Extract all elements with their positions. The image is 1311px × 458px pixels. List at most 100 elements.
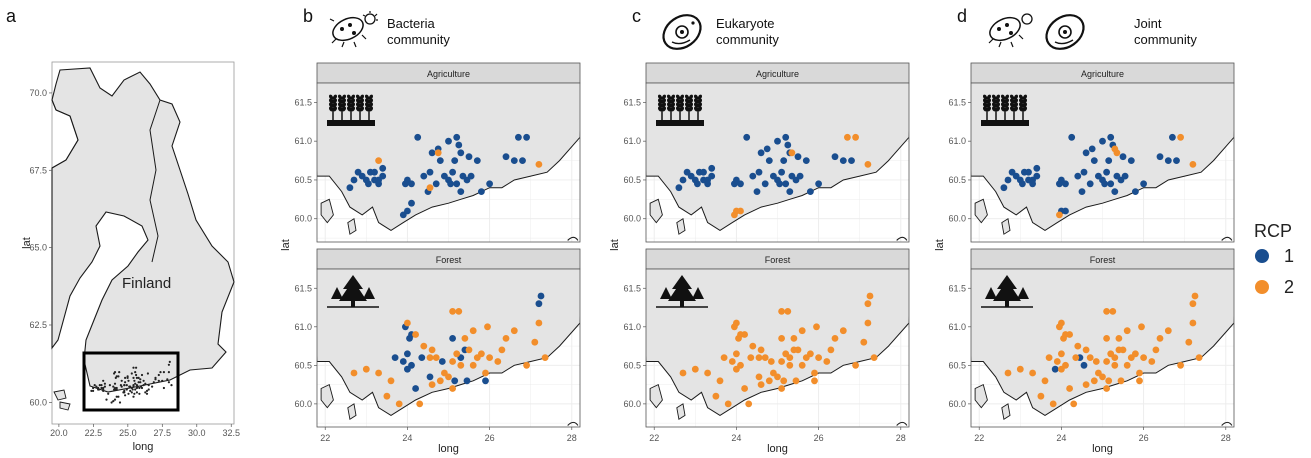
data-point-rcp-1: [463, 377, 471, 385]
data-point-rcp-2: [844, 133, 851, 141]
data-point-rcp-2: [728, 358, 736, 365]
map-sample-point: [135, 391, 138, 394]
data-point-rcp-1: [763, 145, 771, 153]
map-sample-point: [102, 379, 105, 382]
data-point-rcp-2: [1053, 358, 1061, 365]
data-point-rcp-1: [1019, 180, 1026, 188]
map-y-tick-label: 62.5: [29, 320, 47, 330]
data-point-rcp-1: [453, 180, 461, 188]
data-point-rcp-2: [1123, 361, 1131, 369]
map-x-tick-label: 27.5: [154, 428, 172, 438]
y-tick-label: 60.0: [948, 214, 966, 224]
data-point-rcp-1: [408, 180, 415, 188]
data-point-rcp-1: [708, 164, 716, 172]
data-point-rcp-2: [755, 354, 763, 361]
map-sample-point: [142, 384, 145, 387]
map-sample-point: [97, 388, 100, 391]
island-1: [53, 389, 67, 401]
island: [974, 198, 988, 224]
data-point-rcp-2: [478, 350, 485, 358]
y-tick-label: 61.5: [294, 283, 312, 293]
x-tick-label: 22: [649, 433, 659, 443]
data-point-rcp-2: [1029, 369, 1036, 377]
data-point-rcp-2: [749, 342, 757, 350]
data-point-rcp-1: [457, 188, 465, 196]
coastline: [317, 83, 580, 231]
data-point-rcp-1: [743, 133, 751, 141]
data-point-rcp-2: [535, 319, 543, 327]
map-sample-point: [129, 389, 132, 392]
map-sample-point: [103, 385, 106, 388]
map-sample-point: [151, 385, 154, 388]
data-point-rcp-2: [1045, 354, 1053, 361]
data-point-rcp-1: [535, 300, 543, 308]
data-point-rcp-2: [1177, 133, 1184, 141]
data-point-rcp-2: [778, 385, 785, 392]
data-point-rcp-1: [1086, 180, 1094, 188]
data-point-rcp-2: [1086, 354, 1094, 361]
data-point-rcp-1: [1132, 188, 1139, 196]
coast-fragment: [567, 236, 579, 241]
data-point-rcp-2: [852, 133, 859, 141]
data-point-rcp-2: [531, 338, 539, 346]
eukaryote-icon: [662, 14, 702, 50]
data-point-rcp-1: [1051, 365, 1059, 373]
map-sample-point: [120, 379, 123, 382]
data-point-rcp-1: [445, 137, 452, 145]
map-sample-point: [161, 379, 164, 382]
map-x-label: long: [133, 441, 154, 453]
map-sample-point: [146, 372, 149, 375]
map-sample-point: [167, 381, 170, 384]
map-sample-point: [113, 398, 117, 401]
data-point-rcp-2: [1099, 373, 1106, 381]
facet-land: [646, 269, 909, 426]
facet-points: [675, 133, 872, 219]
facet-agriculture: Agriculture 60.0 60.5 61.0 61.5: [294, 62, 581, 243]
map-sample-point: [103, 382, 106, 385]
x-axis-label: long: [1092, 443, 1113, 455]
facet-forest: Forest 60.0 60.5 61.0 61.5: [623, 248, 910, 428]
data-point-rcp-2: [457, 361, 465, 369]
data-point-rcp-1: [784, 141, 792, 149]
data-point-rcp-2: [784, 308, 792, 315]
coastline: [317, 269, 580, 416]
map-sample-point: [166, 378, 169, 381]
map-sample-point: [133, 379, 136, 382]
data-point-rcp-1: [523, 133, 530, 141]
data-point-rcp-1: [436, 157, 444, 165]
data-point-rcp-2: [498, 346, 506, 354]
map-sample-point: [115, 375, 118, 378]
data-point-rcp-2: [1056, 211, 1063, 219]
data-point-rcp-2: [778, 335, 785, 342]
island: [676, 217, 686, 235]
data-point-rcp-2: [1138, 323, 1145, 331]
map-sample-point: [110, 401, 113, 404]
map-sample-point: [113, 382, 117, 385]
island: [974, 383, 988, 409]
data-point-rcp-2: [864, 319, 872, 327]
data-point-rcp-2: [747, 354, 755, 361]
y-tick-label: 60.5: [948, 175, 966, 185]
data-point-rcp-1: [675, 184, 683, 192]
y-tick-label: 61.5: [948, 283, 966, 293]
island: [649, 198, 663, 224]
data-point-rcp-1: [704, 180, 711, 188]
map-sample-point: [115, 386, 118, 390]
data-point-rcp-2: [1090, 377, 1098, 385]
data-point-rcp-2: [798, 361, 806, 369]
map-x-tick-label: 22.5: [85, 428, 103, 438]
map-sample-point: [124, 376, 127, 379]
data-point-rcp-1: [449, 168, 456, 176]
data-point-rcp-2: [724, 400, 732, 408]
data-point-rcp-1: [761, 180, 769, 188]
data-point-rcp-1: [428, 149, 436, 157]
data-point-rcp-1: [1074, 172, 1082, 180]
data-point-rcp-1: [778, 168, 785, 176]
map-sample-point: [113, 388, 117, 391]
data-point-rcp-2: [774, 373, 781, 381]
data-point-rcp-1: [757, 149, 765, 157]
data-point-rcp-2: [1111, 361, 1119, 369]
map-sample-point: [134, 388, 137, 391]
map-sample-point: [135, 373, 138, 377]
